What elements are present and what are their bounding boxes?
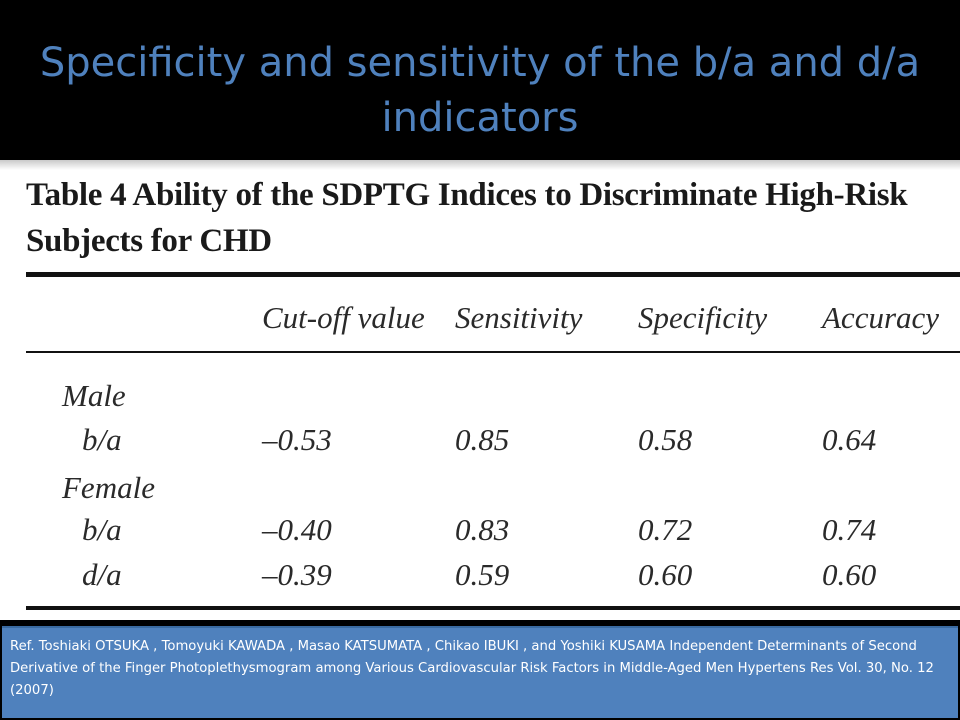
row-label: b/a (82, 512, 122, 547)
cell-specificity: 0.72 (638, 512, 693, 547)
column-header-accuracy: Accuracy (822, 300, 940, 335)
table-image: Table 4 Ability of the SDPTG Indices to … (0, 160, 960, 620)
group-label-male: Male (62, 378, 126, 413)
cell-cutoff: –0.53 (262, 422, 332, 457)
cell-accuracy: 0.60 (822, 557, 877, 592)
column-header-cutoff: Cut-off value (262, 300, 425, 335)
cell-sensitivity: 0.59 (455, 557, 510, 592)
cell-sensitivity: 0.83 (455, 512, 510, 547)
cell-specificity: 0.60 (638, 557, 693, 592)
column-header-specificity: Specificity (638, 300, 768, 335)
cell-sensitivity: 0.85 (455, 422, 510, 457)
row-label: d/a (82, 557, 122, 592)
table-caption: Table 4 Ability of the SDPTG Indices to … (26, 177, 908, 259)
reference-text: Ref. Toshiaki OTSUKA , Tomoyuki KAWADA ,… (10, 639, 934, 698)
image-top-shadow (0, 160, 960, 170)
cell-accuracy: 0.64 (822, 422, 877, 457)
column-header-sensitivity: Sensitivity (455, 300, 583, 335)
table-header-rule (26, 351, 960, 353)
cell-cutoff: –0.40 (262, 512, 332, 547)
table-bottom-rule (26, 606, 960, 610)
cell-accuracy: 0.74 (822, 512, 877, 547)
reference-box: Ref. Toshiaki OTSUKA , Tomoyuki KAWADA ,… (2, 626, 958, 718)
cell-specificity: 0.58 (638, 422, 693, 457)
slide-title: Specificity and sensitivity of the b/a a… (39, 40, 921, 141)
table-top-rule (26, 272, 960, 277)
cell-cutoff: –0.39 (262, 557, 332, 592)
group-label-female: Female (62, 470, 155, 505)
row-label: b/a (82, 422, 122, 457)
